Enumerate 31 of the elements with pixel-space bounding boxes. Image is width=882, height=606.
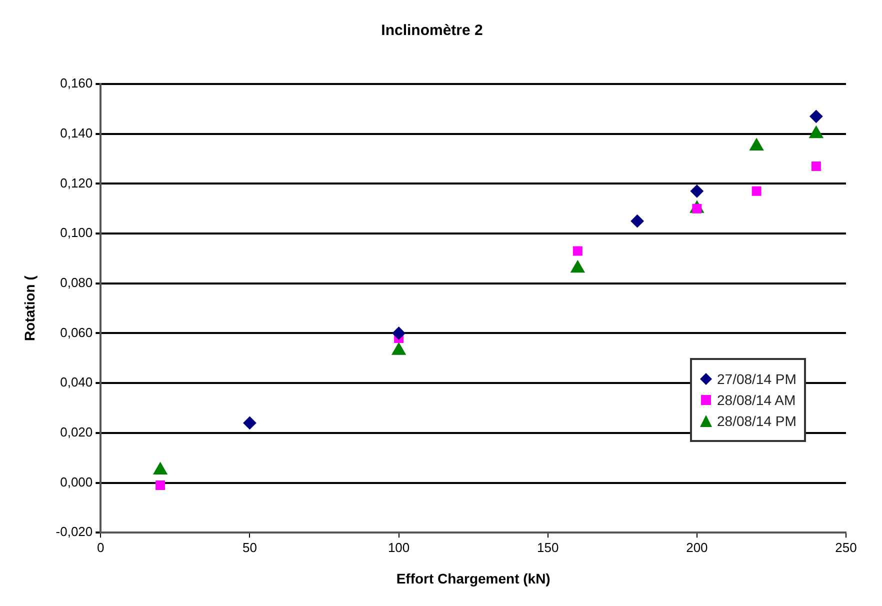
point (572, 246, 582, 256)
legend-label: 28/08/14 AM (717, 392, 796, 408)
y-tick-label: 0,080 (60, 274, 93, 290)
y-tick-label: 0,120 (60, 175, 93, 190)
x-tick-label: 150 (537, 540, 559, 555)
y-tick-label: 0,040 (60, 374, 93, 390)
point (156, 480, 166, 490)
point (752, 186, 762, 196)
y-tick-label: 0,140 (60, 125, 93, 140)
y-axis-title: Rotation ( (21, 275, 38, 341)
point (810, 110, 823, 123)
x-tick-label: 200 (686, 540, 708, 555)
x-tick-label: 0 (97, 540, 104, 555)
y-tick-label: 0,000 (60, 474, 93, 490)
y-tick-label: 0,160 (60, 76, 93, 91)
x-tick-label: 250 (835, 540, 857, 555)
x-tick-label: 100 (388, 540, 410, 555)
y-tick-label: -0,020 (56, 524, 93, 540)
legend-label: 27/08/14 PM (717, 371, 796, 387)
point (811, 162, 821, 171)
chart-title: Inclinomètre 2 (381, 22, 483, 40)
y-tick-label: 0,100 (60, 225, 93, 240)
y-tick-label: 0,020 (60, 424, 93, 440)
legend-label: 28/08/14 PM (717, 413, 796, 429)
point (630, 214, 644, 228)
x-axis-title: Effort Chargement (kN) (396, 570, 550, 586)
point (392, 326, 406, 340)
point (243, 416, 256, 430)
x-tick-label: 50 (242, 540, 257, 555)
point (690, 184, 704, 198)
y-tick-label: 0,060 (60, 324, 93, 340)
